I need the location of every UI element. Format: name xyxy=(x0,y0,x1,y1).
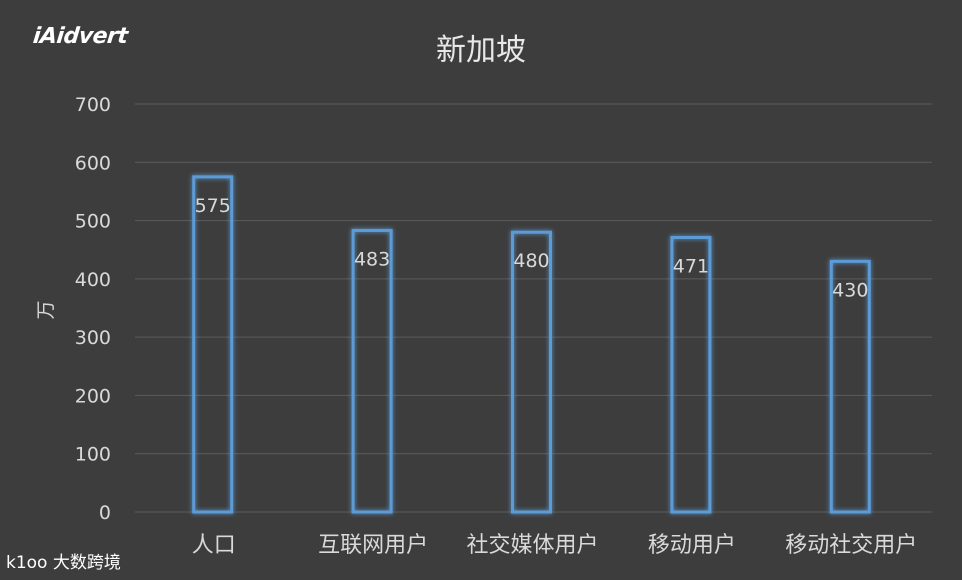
watermark-mark: k1oo xyxy=(6,553,48,573)
x-tick-label: 移动社交用户 xyxy=(785,533,917,558)
bar xyxy=(511,230,552,514)
data-label: 471 xyxy=(673,255,709,277)
y-tick-label: 100 xyxy=(75,444,111,466)
data-label: 430 xyxy=(832,279,868,301)
grid-lines xyxy=(135,103,932,513)
y-tick-label: 600 xyxy=(75,152,111,174)
y-tick-label: 300 xyxy=(75,327,111,349)
bars xyxy=(192,175,871,514)
watermark-text: 大数跨境 xyxy=(52,553,121,573)
bar xyxy=(670,235,712,514)
data-label: 480 xyxy=(513,250,549,272)
y-axis-label: 万 xyxy=(35,300,57,319)
y-tick-label: 700 xyxy=(75,94,111,116)
x-tick-label: 互联网用户 xyxy=(318,533,428,558)
watermark: k1oo 大数跨境 xyxy=(6,548,121,573)
bar xyxy=(351,228,393,514)
chart-title: 新加坡 xyxy=(436,33,526,68)
x-tick-label: 人口 xyxy=(192,533,236,558)
y-tick-label: 500 xyxy=(75,211,111,233)
bar xyxy=(192,175,234,514)
bar xyxy=(829,259,871,514)
y-tick-label: 200 xyxy=(75,385,111,407)
data-label: 483 xyxy=(354,248,390,270)
data-label: 575 xyxy=(195,195,231,217)
x-tick-label: 社交媒体用户 xyxy=(466,533,598,558)
x-tick-label: 移动用户 xyxy=(648,533,736,558)
y-tick-label: 0 xyxy=(99,502,111,524)
y-tick-label: 400 xyxy=(75,269,111,291)
